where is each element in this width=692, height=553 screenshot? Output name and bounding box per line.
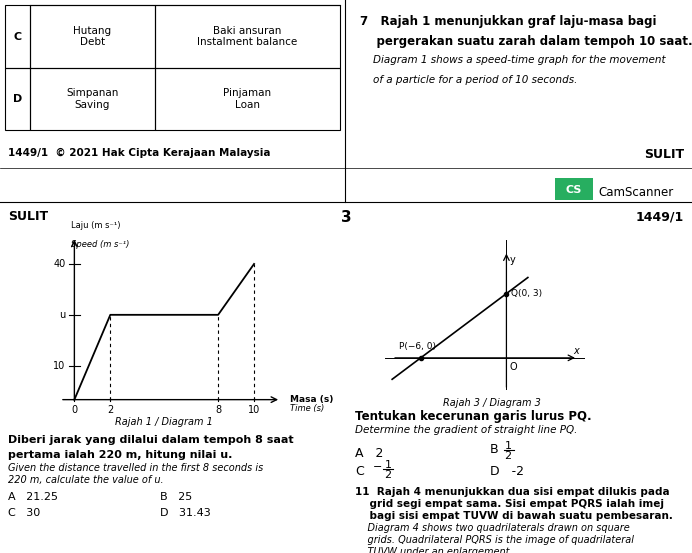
Text: of a particle for a period of 10 seconds.: of a particle for a period of 10 seconds… [360, 75, 577, 85]
Text: D: D [13, 94, 22, 104]
Text: 3: 3 [340, 210, 352, 225]
Text: 1449/1  © 2021 Hak Cipta Kerajaan Malaysia: 1449/1 © 2021 Hak Cipta Kerajaan Malaysi… [8, 148, 271, 158]
Text: Speed (m s⁻¹): Speed (m s⁻¹) [71, 240, 129, 249]
Text: 220 m, calculate the value of u.: 220 m, calculate the value of u. [8, 475, 163, 485]
Text: Given the distance travelled in the first 8 seconds is: Given the distance travelled in the firs… [8, 463, 263, 473]
Text: Determine the gradient of straight line PQ.: Determine the gradient of straight line … [355, 425, 577, 435]
Text: A   2: A 2 [355, 447, 383, 460]
Text: O: O [509, 362, 517, 372]
Text: Hutang
Debt: Hutang Debt [73, 25, 111, 48]
Text: 10: 10 [248, 405, 260, 415]
Text: C: C [13, 32, 21, 41]
Text: D   31.43: D 31.43 [160, 508, 211, 518]
Text: 2: 2 [107, 405, 113, 415]
Bar [30, 5, 155, 68]
Text: SULIT: SULIT [644, 148, 684, 161]
Bar [155, 5, 340, 68]
Text: Time (s): Time (s) [290, 404, 325, 413]
Text: −: − [373, 462, 383, 472]
Text: y: y [509, 255, 515, 265]
Text: 2: 2 [385, 470, 392, 480]
Text: grid segi empat sama. Sisi empat PQRS ialah imej: grid segi empat sama. Sisi empat PQRS ia… [355, 499, 664, 509]
Bar [5, 5, 30, 68]
Text: Diagram 4 shows two quadrilaterals drawn on square: Diagram 4 shows two quadrilaterals drawn… [355, 523, 630, 533]
Text: 10: 10 [53, 361, 65, 371]
Text: 2: 2 [504, 451, 511, 461]
Text: 40: 40 [53, 259, 65, 269]
Text: Masa (s): Masa (s) [290, 395, 334, 404]
Text: Laju (m s⁻¹): Laju (m s⁻¹) [71, 221, 120, 230]
Text: Q(0, 3): Q(0, 3) [511, 289, 542, 298]
Text: SULIT: SULIT [8, 210, 48, 223]
Text: x: x [574, 346, 579, 356]
Text: CamScanner: CamScanner [598, 185, 673, 199]
Text: Simpanan
Saving: Simpanan Saving [66, 88, 119, 110]
Text: pergerakan suatu zarah dalam tempoh 10 saat.: pergerakan suatu zarah dalam tempoh 10 s… [360, 35, 692, 48]
Text: pertama ialah 220 m, hitung nilai u.: pertama ialah 220 m, hitung nilai u. [8, 450, 233, 460]
Text: Tentukan kecerunan garis lurus PQ.: Tentukan kecerunan garis lurus PQ. [355, 410, 592, 423]
Text: Pinjaman
Loan: Pinjaman Loan [224, 88, 271, 110]
Text: 11  Rajah 4 menunjukkan dua sisi empat dilukis pada: 11 Rajah 4 menunjukkan dua sisi empat di… [355, 487, 670, 497]
Text: bagi sisi empat TUVW di bawah suatu pembesaran.: bagi sisi empat TUVW di bawah suatu pemb… [355, 511, 673, 521]
Text: C: C [355, 465, 364, 478]
Text: CS: CS [566, 185, 582, 195]
Text: 1: 1 [504, 441, 511, 451]
Text: TUVW under an enlargement: TUVW under an enlargement [355, 547, 509, 553]
Text: 1449/1: 1449/1 [636, 210, 684, 223]
Bar [5, 68, 30, 130]
Text: 8: 8 [215, 405, 221, 415]
Bar [155, 68, 340, 130]
Text: Baki ansuran
Instalment balance: Baki ansuran Instalment balance [197, 25, 298, 48]
Text: B   25: B 25 [160, 492, 192, 502]
Text: 7   Rajah 1 menunjukkan graf laju-masa bagi: 7 Rajah 1 menunjukkan graf laju-masa bag… [360, 15, 657, 28]
Text: Rajah 3 / Diagram 3: Rajah 3 / Diagram 3 [443, 398, 541, 408]
Text: Diberi jarak yang dilalui dalam tempoh 8 saat: Diberi jarak yang dilalui dalam tempoh 8… [8, 435, 293, 445]
Text: B: B [490, 443, 499, 456]
Bar [30, 68, 155, 130]
Text: 1: 1 [385, 460, 392, 470]
Text: D   -2: D -2 [490, 465, 524, 478]
Text: Diagram 1 shows a speed-time graph for the movement: Diagram 1 shows a speed-time graph for t… [360, 55, 666, 65]
Text: C   30: C 30 [8, 508, 40, 518]
Text: grids. Quadrilateral PQRS is the image of quadrilateral: grids. Quadrilateral PQRS is the image o… [355, 535, 634, 545]
Text: u: u [59, 310, 65, 320]
Text: 0: 0 [71, 405, 78, 415]
Text: P(−6, 0): P(−6, 0) [399, 342, 436, 351]
Text: A   21.25: A 21.25 [8, 492, 58, 502]
Bar [555, 178, 593, 200]
Text: Rajah 1 / Diagram 1: Rajah 1 / Diagram 1 [116, 416, 213, 426]
